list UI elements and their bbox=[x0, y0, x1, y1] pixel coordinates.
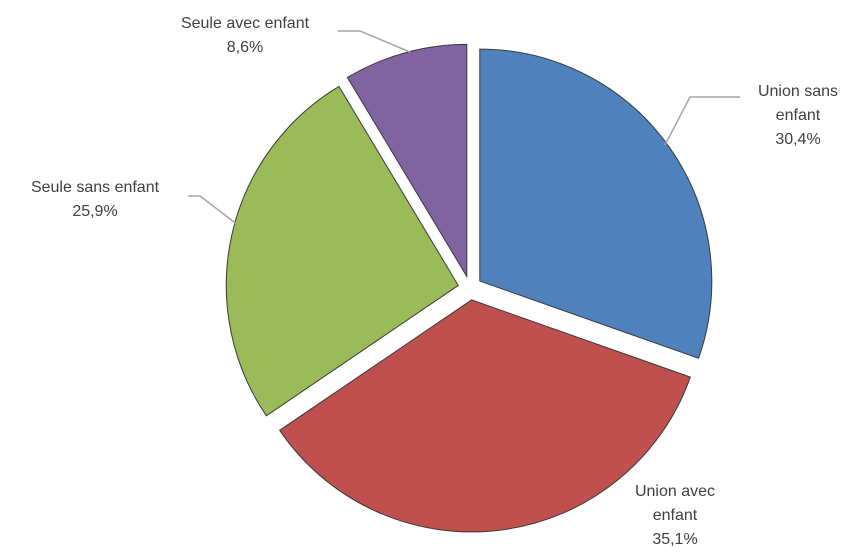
leader-line bbox=[188, 195, 239, 226]
label-name: Union avec enfant bbox=[634, 483, 716, 524]
label-name: Seule avec enfant bbox=[180, 15, 310, 32]
pie-slice bbox=[278, 299, 691, 533]
label-name: Seule sans enfant bbox=[30, 179, 160, 196]
label-value: 30,4% bbox=[775, 131, 821, 148]
pie-slice bbox=[225, 85, 459, 417]
label-value: 8,6% bbox=[226, 39, 264, 56]
data-label: Union avec enfant 35,1% bbox=[615, 480, 735, 552]
label-value: 35,1% bbox=[652, 531, 698, 548]
label-name: Union sans enfant bbox=[757, 83, 839, 124]
leader-line bbox=[338, 30, 411, 53]
pie-slice bbox=[479, 48, 713, 359]
label-value: 25,9% bbox=[72, 203, 118, 220]
data-label: Seule avec enfant 8,6% bbox=[150, 12, 340, 60]
pie-slice bbox=[346, 43, 468, 279]
leader-line bbox=[664, 96, 740, 146]
data-label: Union sans enfant 30,4% bbox=[738, 80, 854, 152]
data-label: Seule sans enfant 25,9% bbox=[0, 176, 190, 224]
